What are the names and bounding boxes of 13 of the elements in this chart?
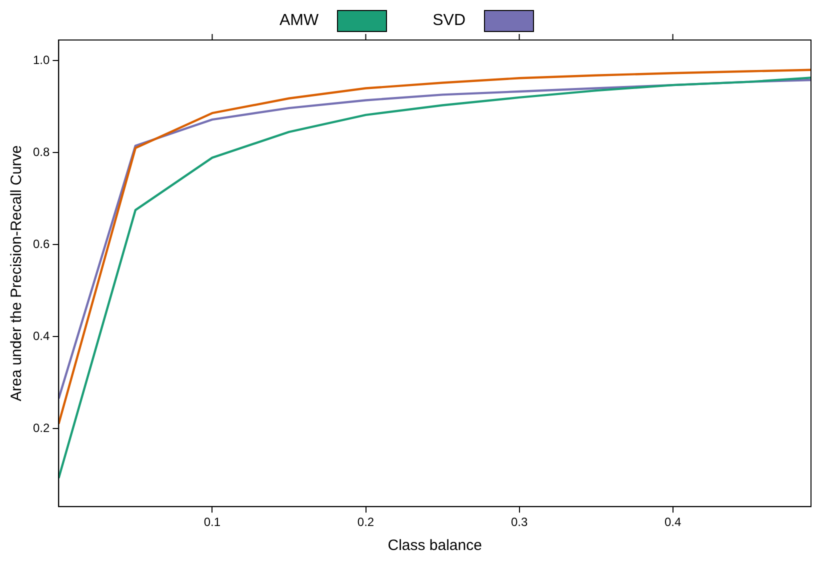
x-axis-title: Class balance <box>388 537 482 554</box>
y-tick-label: 0.4 <box>32 328 50 343</box>
legend-label: SVD <box>432 12 466 30</box>
x-tick-label: 0.3 <box>510 515 528 530</box>
y-tick-label: 1.0 <box>32 53 50 67</box>
y-axis-title: Area under the Precision-Recall Curve <box>8 145 26 402</box>
y-tick-label: 0.8 <box>32 144 50 159</box>
x-tick-label: 0.2 <box>357 515 374 530</box>
legend-label: AMW <box>279 12 319 30</box>
y-tick-label: 0.6 <box>32 236 50 251</box>
x-tick-label: 0.1 <box>204 515 221 530</box>
y-tick-label: 0.2 <box>32 420 50 435</box>
x-tick-label: 0.4 <box>664 515 682 530</box>
